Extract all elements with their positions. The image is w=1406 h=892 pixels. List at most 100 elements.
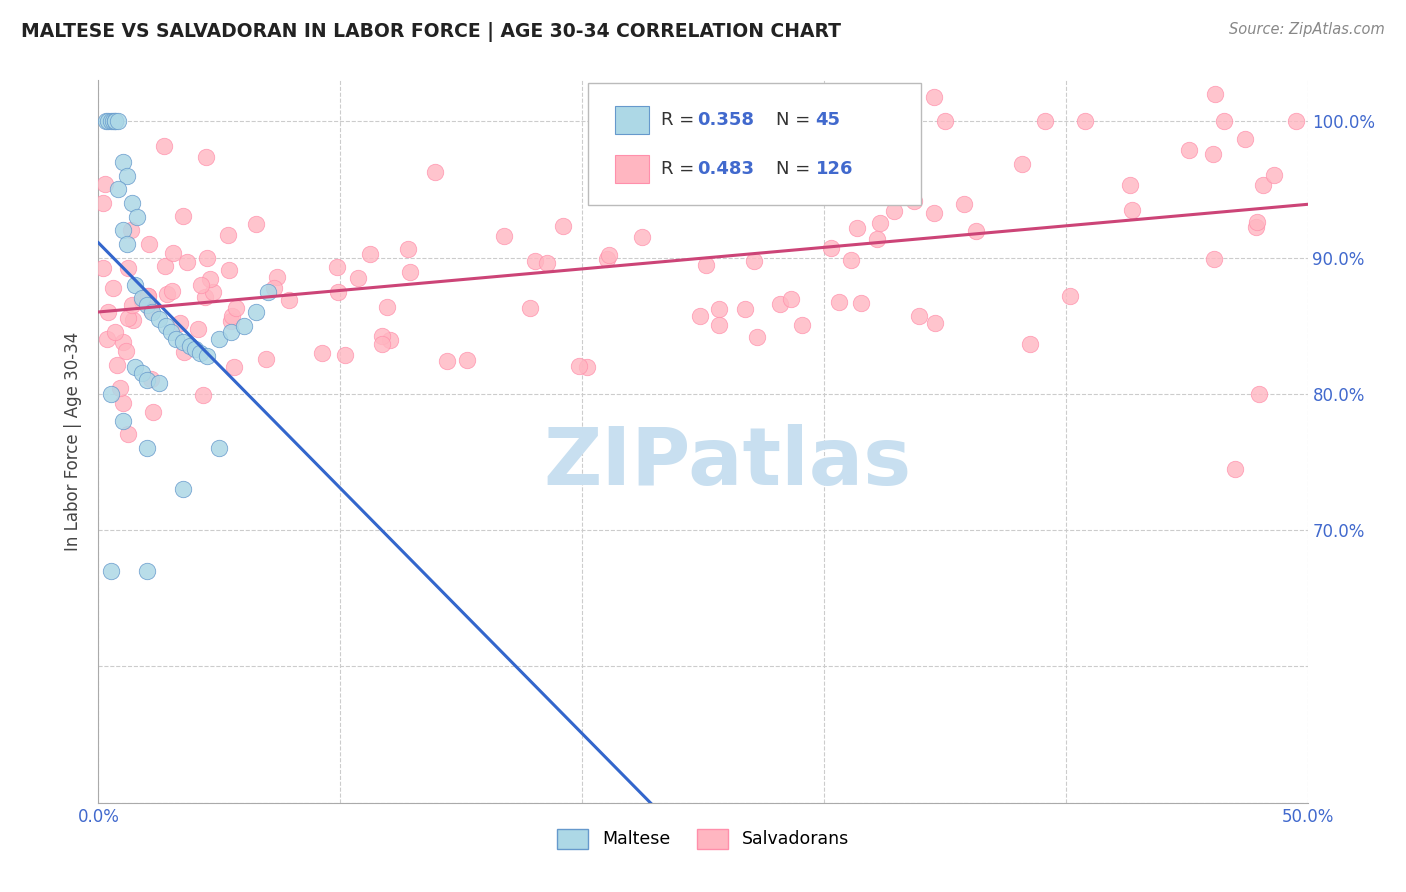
Point	[553, 219, 575, 233]
Point	[245, 305, 267, 319]
Point	[769, 297, 792, 311]
Point	[1246, 215, 1268, 229]
Point	[195, 150, 218, 164]
Point	[162, 245, 184, 260]
Point	[922, 206, 945, 220]
Point	[922, 89, 945, 103]
Point	[1074, 114, 1097, 128]
Point	[100, 387, 122, 401]
Point	[734, 301, 756, 316]
Point	[169, 316, 191, 330]
Point	[839, 253, 862, 268]
Point	[1178, 143, 1201, 157]
Point	[120, 223, 142, 237]
Point	[97, 114, 120, 128]
Point	[97, 305, 120, 319]
Point	[110, 381, 132, 395]
Point	[104, 114, 127, 128]
Point	[142, 405, 165, 419]
Point	[224, 359, 246, 374]
FancyBboxPatch shape	[588, 83, 921, 204]
Point	[1234, 132, 1257, 146]
Point	[1019, 337, 1042, 351]
Point	[225, 301, 247, 315]
FancyBboxPatch shape	[614, 106, 648, 134]
Point	[184, 342, 207, 356]
Point	[194, 290, 217, 304]
Point	[254, 352, 277, 367]
Point	[124, 277, 146, 292]
Point	[328, 285, 350, 299]
Point	[846, 221, 869, 235]
Point	[494, 229, 516, 244]
Point	[568, 359, 591, 373]
Point	[953, 197, 976, 211]
Point	[1263, 168, 1285, 182]
Point	[1059, 289, 1081, 303]
Point	[117, 260, 139, 275]
Point	[153, 260, 176, 274]
Point	[176, 255, 198, 269]
Point	[1011, 157, 1033, 171]
Point	[396, 242, 419, 256]
Point	[598, 247, 620, 261]
Point	[208, 442, 231, 456]
Point	[1121, 203, 1143, 218]
Point	[436, 354, 458, 368]
Point	[121, 196, 143, 211]
Point	[135, 373, 157, 387]
Text: 126: 126	[815, 161, 853, 178]
Point	[790, 318, 813, 332]
Text: Source: ZipAtlas.com: Source: ZipAtlas.com	[1229, 22, 1385, 37]
Y-axis label: In Labor Force | Age 30-34: In Labor Force | Age 30-34	[65, 332, 83, 551]
Point	[524, 254, 547, 268]
Point	[138, 288, 160, 302]
Text: R =: R =	[661, 111, 700, 129]
Point	[965, 224, 987, 238]
Point	[100, 564, 122, 578]
Point	[371, 337, 394, 351]
Point	[232, 318, 254, 333]
Point	[1204, 87, 1226, 101]
Text: 45: 45	[815, 111, 841, 129]
Point	[908, 309, 931, 323]
Point	[423, 165, 446, 179]
Point	[190, 278, 212, 293]
Point	[1033, 114, 1056, 128]
Point	[519, 301, 541, 316]
Point	[883, 203, 905, 218]
Point	[1213, 114, 1236, 128]
Point	[105, 358, 128, 372]
Point	[117, 169, 139, 183]
Point	[208, 332, 231, 346]
Point	[91, 195, 114, 210]
Point	[278, 293, 301, 308]
Point	[221, 326, 243, 340]
Point	[94, 114, 117, 128]
Point	[112, 335, 135, 350]
Point	[1223, 462, 1246, 476]
Point	[689, 309, 711, 323]
Point	[155, 287, 177, 301]
Text: 0.358: 0.358	[697, 111, 754, 129]
Point	[121, 298, 143, 312]
Point	[104, 114, 127, 128]
FancyBboxPatch shape	[614, 155, 648, 183]
Point	[398, 265, 420, 279]
Point	[179, 339, 201, 353]
Point	[695, 258, 717, 272]
Point	[375, 301, 398, 315]
Point	[139, 303, 162, 318]
Point	[107, 182, 129, 196]
Point	[742, 253, 765, 268]
Point	[162, 284, 184, 298]
Point	[631, 230, 654, 244]
Point	[172, 334, 194, 349]
Text: N =: N =	[776, 161, 815, 178]
Point	[117, 236, 139, 251]
Point	[111, 155, 134, 169]
Point	[576, 360, 599, 375]
Point	[135, 564, 157, 578]
Point	[371, 328, 394, 343]
Point	[138, 236, 160, 251]
